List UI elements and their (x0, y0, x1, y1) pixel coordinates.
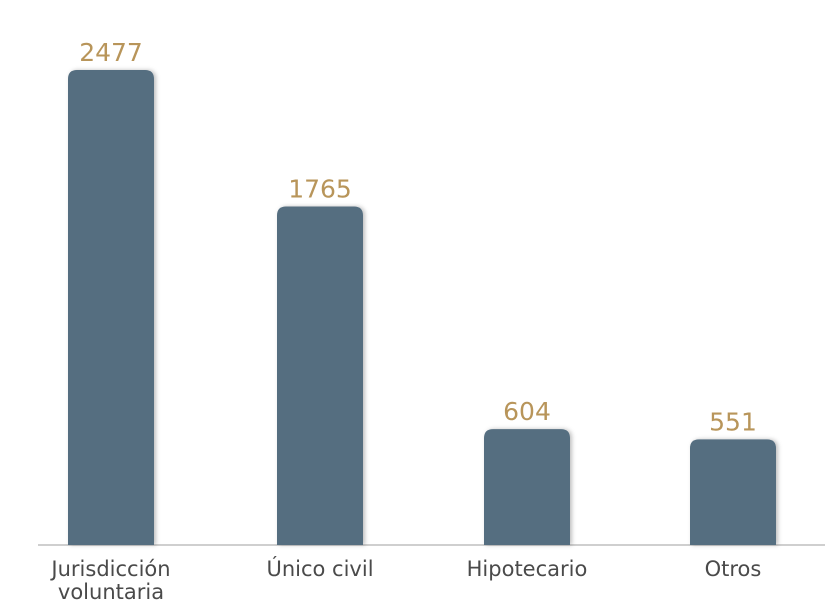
bar (484, 429, 570, 545)
value-label: 1765 (288, 175, 352, 204)
category-label: Jurisdicción voluntaria (51, 557, 171, 604)
value-label: 604 (503, 397, 551, 426)
category-label: Único civil (266, 557, 374, 581)
category-label: Otros (704, 557, 762, 581)
bar (690, 439, 776, 545)
bar (68, 70, 154, 545)
value-label: 551 (709, 407, 757, 436)
value-label: 2477 (79, 38, 143, 67)
bar (277, 206, 363, 545)
category-label: Hipotecario (466, 557, 588, 581)
